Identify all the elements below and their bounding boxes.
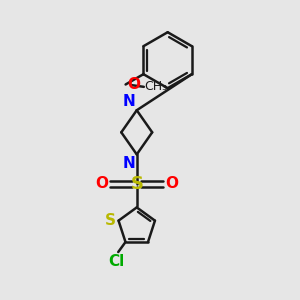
Text: O: O <box>95 176 108 191</box>
Text: CH₃: CH₃ <box>145 80 168 93</box>
Text: Cl: Cl <box>109 254 125 269</box>
Text: S: S <box>130 175 143 193</box>
Text: S: S <box>105 213 116 228</box>
Text: N: N <box>122 156 135 171</box>
Text: O: O <box>166 176 178 191</box>
Text: N: N <box>122 94 135 109</box>
Text: O: O <box>127 77 140 92</box>
